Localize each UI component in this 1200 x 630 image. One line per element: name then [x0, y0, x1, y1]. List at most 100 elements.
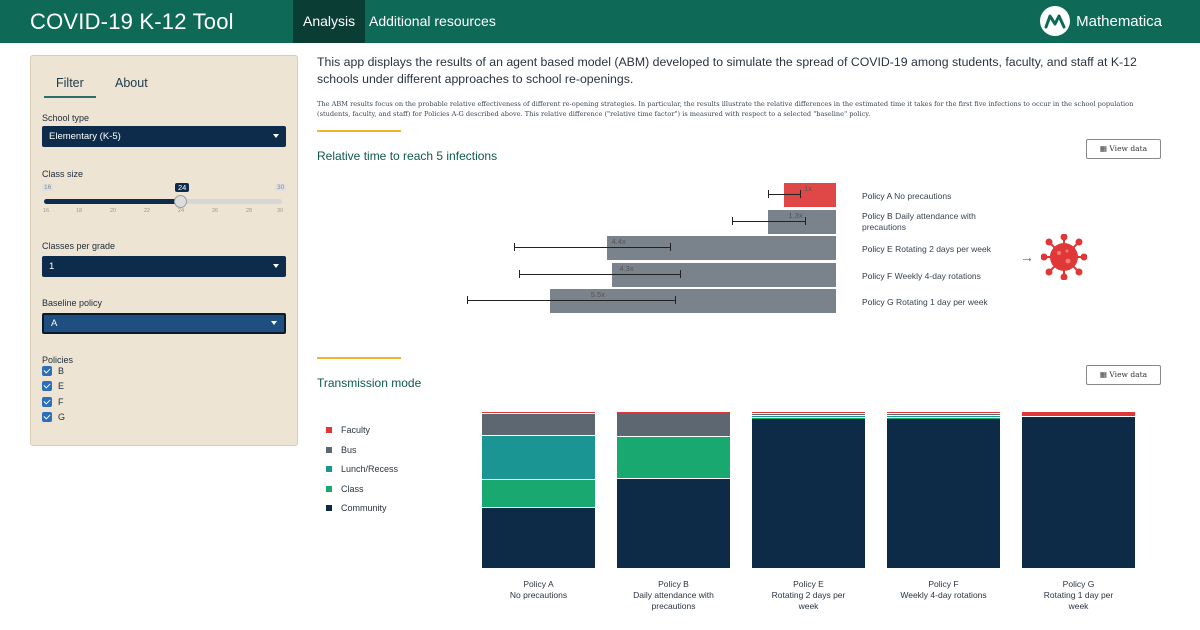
slider-value: 24: [175, 183, 190, 192]
chevron-down-icon: [271, 321, 277, 325]
legend-item: Community: [326, 503, 387, 513]
legend-label: Bus: [341, 444, 357, 455]
slider-fill: [44, 199, 180, 204]
stack-segment: [1022, 416, 1135, 568]
policy-label: Policy E Rotating 2 days per week: [862, 244, 1012, 255]
slider-tick: 28: [245, 208, 253, 214]
relative-time-bar: [612, 263, 836, 287]
x-axis-label: Policy F Weekly 4-day rotations: [887, 579, 1000, 601]
class-size-label: Class size: [42, 169, 84, 179]
legend-label: Lunch/Recess: [341, 464, 399, 474]
intro-text: This app displays the results of an agen…: [317, 55, 1137, 86]
policy-checkbox-label: B: [58, 366, 65, 376]
stack-segment: [752, 413, 865, 415]
policy-description: Rotating 1 day per week: [893, 297, 988, 307]
stack-segment: [482, 480, 595, 507]
error-bar: [518, 274, 680, 275]
error-bar-cap: [518, 270, 520, 278]
slider-min: 16: [42, 184, 54, 191]
section-divider: [317, 357, 401, 359]
value-label: 4.4x: [611, 237, 626, 246]
stack-segment: [617, 412, 730, 413]
error-bar-cap: [680, 270, 681, 278]
stack-segment: [482, 413, 595, 435]
policy-label: Policy F Weekly 4-day rotations: [862, 271, 1012, 282]
school-type-value: Elementary (K-5): [49, 131, 121, 142]
policy-name: Policy G: [862, 297, 894, 307]
class-size-slider[interactable]: [44, 195, 282, 208]
stack-segment: [482, 412, 595, 413]
x-axis-label: Policy B Daily attendance with precaution…: [617, 579, 730, 612]
legend-swatch: [326, 446, 332, 453]
stack-segment: [887, 413, 1000, 415]
policy-description: Rotating 2 days per week: [892, 244, 991, 254]
slider-tick: 20: [109, 208, 117, 214]
stack-segment: [752, 415, 865, 417]
section-divider: [317, 130, 401, 132]
stack-segment: [617, 412, 730, 436]
x-axis-policy: Policy F: [928, 579, 959, 589]
slider-tick: 16: [42, 208, 50, 214]
error-bar-cap: [732, 217, 733, 225]
chart2-title: Transmission mode: [317, 376, 422, 390]
policy-checkbox-label: G: [58, 412, 66, 422]
tab-about[interactable]: About: [115, 76, 148, 90]
policy-checkbox-label: F: [58, 397, 64, 407]
slider-ticks: 16 18 20 22 24 26 28 30: [42, 208, 283, 216]
checkbox-checked-icon: [42, 412, 52, 422]
stack-segment: [752, 417, 865, 419]
error-bar-cap: [804, 217, 806, 225]
x-axis-description: Daily attendance with precautions: [633, 590, 714, 611]
tab-additional-resources[interactable]: Additional resources: [369, 13, 496, 29]
slider-tick: 22: [143, 208, 151, 214]
x-axis-policy: Policy B: [658, 579, 689, 589]
policy-name: Policy E: [862, 244, 893, 254]
policy-checkbox-f[interactable]: F: [42, 397, 64, 407]
policy-description: No precautions: [891, 191, 952, 201]
relative-time-bar: [550, 289, 836, 313]
baseline-policy-value: A: [51, 318, 58, 329]
value-label: 1x: [804, 184, 812, 193]
stack-segment: [482, 435, 595, 480]
view-data-button[interactable]: ▦ View data: [1086, 365, 1161, 385]
stack-segment: [887, 415, 1000, 417]
x-axis-description: Weekly 4-day rotations: [900, 590, 987, 600]
policy-checkbox-g[interactable]: G: [42, 412, 65, 422]
view-data-button[interactable]: ▦ View data: [1086, 139, 1161, 159]
slider-tick: 24: [177, 208, 185, 214]
error-bar: [466, 300, 675, 301]
baseline-policy-select[interactable]: A: [42, 313, 286, 334]
school-type-select[interactable]: Elementary (K-5): [42, 126, 286, 147]
legend-label: Class: [341, 483, 364, 494]
legend-item: Bus: [326, 445, 357, 455]
stack-segment: [617, 436, 730, 479]
logo[interactable]: Mathematica: [1040, 6, 1162, 36]
classes-per-grade-value: 1: [49, 261, 55, 272]
mathematica-logo-icon: [1040, 6, 1071, 36]
legend-item: Faculty: [326, 425, 370, 435]
tab-filter[interactable]: Filter: [44, 76, 96, 98]
slider-tick: 26: [211, 208, 219, 214]
legend-item: Lunch/Recess: [326, 464, 398, 474]
x-axis-label: Policy G Rotating 1 day per week: [1022, 579, 1135, 612]
stack-segment: [887, 419, 1000, 568]
slider-max: 30: [275, 184, 287, 191]
legend-swatch: [326, 427, 332, 433]
x-axis-policy: Policy E: [793, 579, 824, 589]
error-bar: [732, 221, 805, 222]
tab-analysis[interactable]: Analysis: [293, 0, 366, 43]
policy-checkbox-b[interactable]: B: [42, 366, 64, 376]
error-bar: [513, 247, 670, 248]
description-text: The ABM results focus on the probable re…: [317, 100, 1134, 118]
chevron-down-icon: [273, 134, 279, 138]
policy-checkbox-e[interactable]: E: [42, 381, 64, 391]
classes-per-grade-select[interactable]: 1: [42, 256, 286, 277]
error-bar-cap: [669, 243, 671, 251]
legend-label: Faculty: [341, 425, 371, 435]
baseline-policy-label: Baseline policy: [42, 298, 103, 308]
policy-name: Policy F: [862, 271, 893, 281]
relative-time-bar: [768, 210, 836, 234]
sidebar-tabs: Filter About: [41, 76, 296, 98]
slider-handle[interactable]: [174, 195, 187, 208]
value-label: 1.3x: [788, 211, 803, 220]
